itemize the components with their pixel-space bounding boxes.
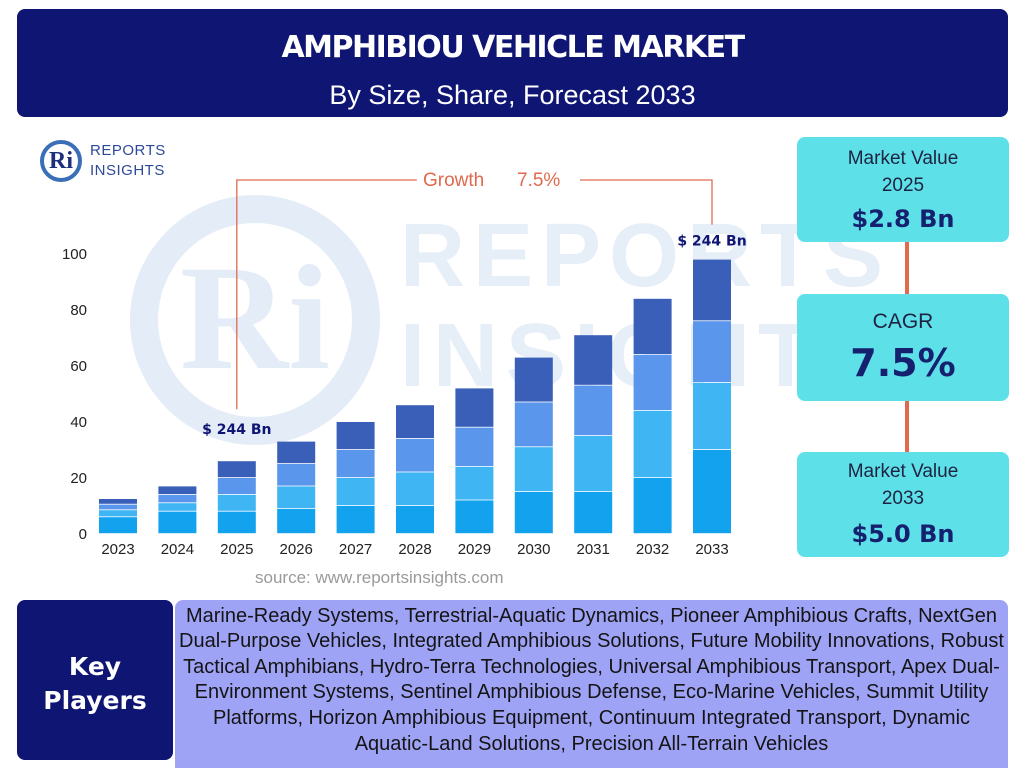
bar-segment: [158, 503, 197, 511]
y-tick-label: 100: [62, 246, 87, 263]
source-note: source: www.reportsinsights.com: [255, 568, 504, 587]
bar-segment: [277, 508, 316, 534]
x-tick-label: 2029: [458, 541, 491, 558]
logo-text-line1: REPORTS: [90, 142, 166, 159]
bar-segment: [99, 510, 137, 517]
bar-segment: [514, 492, 553, 534]
growth-bracket-left: [236, 179, 417, 410]
bar-segment: [455, 466, 494, 500]
bar-segment: [574, 385, 613, 436]
bar-segment: [99, 504, 137, 510]
x-tick-label: 2032: [636, 541, 669, 558]
logo-text-line2: INSIGHTS: [90, 162, 165, 179]
bar-segment: [574, 436, 613, 492]
bar-segment: [514, 402, 553, 447]
market-value-2025-card: Market Value 2025 $2.8 Bn: [797, 137, 1009, 242]
market-value-2025-value: $2.8 Bn: [851, 205, 955, 233]
bar-segment: [633, 410, 672, 478]
x-tick-label: 2025: [220, 541, 253, 558]
card-connector-bottom: [905, 401, 909, 452]
bar-segment: [396, 506, 434, 534]
key-players-heading-line2: Players: [43, 686, 147, 715]
growth-label: Growth: [423, 170, 484, 191]
brand-logo: Ri REPORTS INSIGHTS: [40, 140, 180, 186]
bar-segment: [396, 472, 434, 506]
bar-segment: [396, 405, 434, 438]
logo-mark: Ri: [40, 140, 82, 182]
key-players-heading: Key Players: [17, 600, 173, 760]
bar-segment: [277, 486, 316, 508]
cagr-value: 7.5%: [850, 341, 956, 385]
y-tick-label: 40: [70, 414, 87, 431]
bar-segment: [455, 427, 494, 466]
x-tick-label: 2033: [695, 541, 728, 558]
bar-segment: [693, 321, 731, 382]
y-tick-label: 20: [70, 470, 87, 487]
key-players-list: Global Amphibious Technologies, Advanced…: [175, 600, 1008, 768]
bar-segment: [277, 464, 316, 486]
growth-value: 7.5%: [517, 170, 560, 191]
bar-segment: [633, 298, 672, 354]
bar-segment: [633, 354, 672, 410]
cagr-card: CAGR 7.5%: [797, 294, 1009, 401]
bar-segment: [336, 422, 375, 450]
bar-segment: [693, 450, 731, 534]
bar-segment: [455, 388, 494, 427]
bar-segment: [217, 494, 256, 511]
bar-segment: [158, 511, 197, 534]
bar-segment: [514, 447, 553, 492]
market-value-2033-card: Market Value 2033 $5.0 Bn: [797, 452, 1009, 557]
bar-segment: [455, 500, 494, 534]
x-tick-label: 2027: [339, 541, 372, 558]
end-value-label: $ 244 Bn: [677, 234, 746, 250]
market-value-2033-value: $5.0 Bn: [851, 520, 955, 548]
y-tick-label: 0: [79, 526, 87, 543]
page-subtitle: By Size, Share, Forecast 2033: [329, 80, 696, 110]
bar-segment: [158, 494, 197, 503]
bar-segment: [336, 478, 375, 506]
bar-segment: [633, 478, 672, 534]
bar-segment: [217, 478, 256, 494]
market-value-2025-label: Market Value 2025: [847, 148, 959, 196]
cagr-label: CAGR: [872, 310, 934, 333]
stacked-bar-chart: 0 20 40 60 80 100 2023 2024 2025 2026 2027 2028 2029…: [62, 170, 747, 558]
bar-segment: [574, 335, 613, 385]
bar-segment: [158, 486, 197, 494]
key-players-heading-line1: Key: [68, 652, 122, 681]
x-tick-label: 2031: [577, 541, 610, 558]
growth-bracket-right: [580, 179, 713, 225]
x-tick-label: 2030: [517, 541, 550, 558]
bar-segment: [336, 450, 375, 478]
title-banner: AMPHIBIOU VEHICLE MARKET By Size, Share,…: [17, 9, 1008, 117]
bar-segment: [277, 441, 316, 464]
x-tick-label: 2024: [161, 541, 194, 558]
bar-segment: [336, 506, 375, 534]
card-connector-top: [905, 242, 909, 294]
x-tick-label: 2028: [398, 541, 431, 558]
bar-segment: [396, 438, 434, 472]
bar-segment: [99, 517, 137, 534]
page-title: AMPHIBIOU VEHICLE MARKET: [281, 30, 745, 65]
bar-segment: [217, 461, 256, 478]
market-value-2033-label: Market Value 2033: [847, 461, 959, 509]
start-value-label: $ 244 Bn: [202, 422, 271, 438]
y-tick-label: 80: [70, 302, 87, 319]
bar-segment: [99, 499, 137, 504]
key-players-text: Global Amphibious Technologies, Advanced…: [179, 600, 1004, 755]
x-tick-label: 2023: [101, 541, 134, 558]
x-tick-label: 2026: [280, 541, 313, 558]
bar-segment: [693, 259, 731, 321]
y-tick-label: 60: [70, 358, 87, 375]
bar-segment: [693, 382, 731, 450]
bar-segment: [574, 492, 613, 534]
bar-segment: [514, 357, 553, 402]
bar-segment: [217, 511, 256, 534]
